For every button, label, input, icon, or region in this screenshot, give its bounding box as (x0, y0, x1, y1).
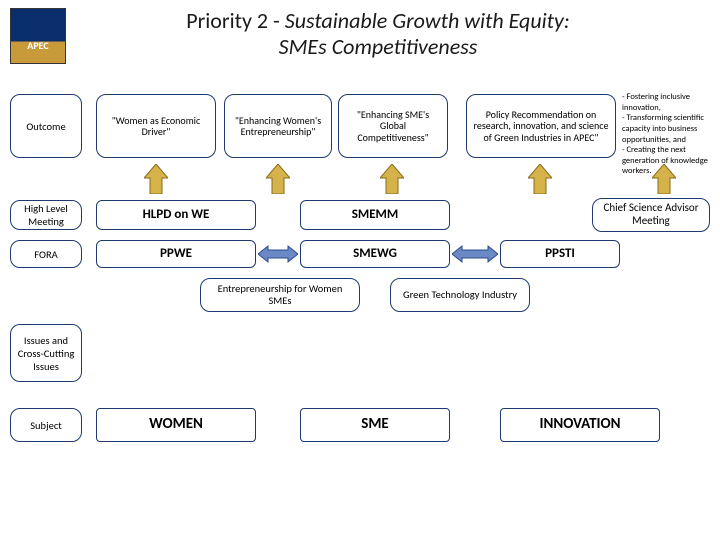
arrow-up-2 (266, 164, 290, 194)
title-prefix: Priority 2 - (186, 7, 285, 34)
page-title: Priority 2 - Sustainable Growth with Equ… (66, 8, 720, 61)
outcome-box-4: Policy Recommendation on research, innov… (466, 94, 616, 158)
arrow-up-5 (652, 164, 676, 194)
diagram-grid: Outcome High Level Meeting FORA Issues a… (10, 86, 710, 530)
hlm-box-2: SMEMM (300, 200, 450, 230)
subject-box-3: INNOVATION (500, 408, 660, 442)
row-label-fora: FORA (10, 240, 82, 268)
title-it2: SMEs Competitiveness (279, 33, 478, 60)
note-line-2: - Transforming scientific capacity into … (622, 113, 714, 145)
row-label-subject: Subject (10, 408, 82, 442)
arrow-up-4 (528, 164, 552, 194)
title-it1: Sustainable Growth with Equity: (285, 7, 570, 34)
arrow-h-2 (452, 243, 498, 265)
fora-box-2: SMEWG (300, 240, 450, 268)
note-line-1: - Fostering inclusive innovation, (622, 92, 714, 113)
arrow-up-1 (144, 164, 168, 194)
row-label-outcome: Outcome (10, 94, 82, 158)
sub-box-2: Green Technology Industry (390, 278, 530, 312)
hlm-box-1: HLPD on WE (96, 200, 256, 230)
sub-box-1: Entrepreneurship for Women SMEs (200, 278, 360, 312)
subject-box-1: WOMEN (96, 408, 256, 442)
hlm-box-3: Chief Science Advisor Meeting (592, 198, 710, 232)
apec-logo (10, 8, 66, 64)
outcome-box-3: "Enhancing SME's Global Competitiveness" (338, 94, 448, 158)
outcome-box-1: "Women as Economic Driver" (96, 94, 216, 158)
row-label-issues: Issues and Cross-Cutting Issues (10, 324, 82, 382)
arrow-up-3 (380, 164, 404, 194)
fora-box-1: PPWE (96, 240, 256, 268)
row-label-hlm: High Level Meeting (10, 200, 82, 230)
subject-box-2: SME (300, 408, 450, 442)
arrow-h-1 (258, 243, 298, 265)
outcome-box-2: "Enhancing Women's Entrepreneurship" (224, 94, 332, 158)
fora-box-3: PPSTI (500, 240, 620, 268)
